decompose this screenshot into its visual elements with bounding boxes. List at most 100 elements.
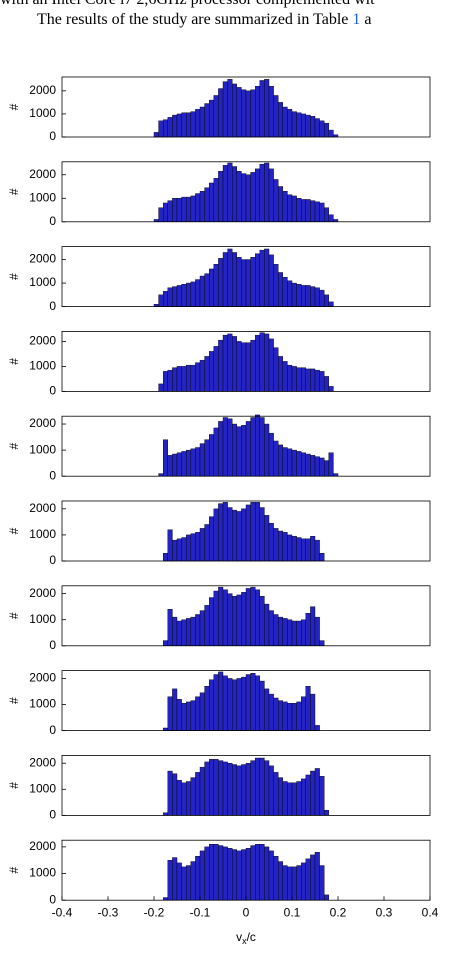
bar: [181, 284, 187, 307]
bar: [185, 364, 191, 392]
bar: [282, 701, 288, 731]
bar: [231, 509, 237, 562]
bar: [199, 359, 205, 392]
bar: [301, 696, 307, 731]
bar: [195, 279, 201, 307]
bar: [222, 252, 228, 307]
bar: [241, 676, 247, 731]
table-link[interactable]: 1: [352, 11, 361, 28]
bar: [273, 264, 279, 307]
bar: [208, 182, 214, 222]
x-tick-label: 0.1: [284, 905, 301, 919]
bar: [199, 443, 205, 477]
bar: [218, 88, 224, 138]
bar: [236, 87, 242, 138]
bar: [241, 89, 247, 138]
bar: [236, 678, 242, 731]
bar: [245, 504, 251, 562]
bar: [181, 537, 187, 562]
y-tick-label: 2000: [29, 252, 56, 266]
bar: [204, 187, 210, 223]
bar: [259, 332, 265, 392]
bar: [273, 179, 279, 222]
bar: [204, 356, 210, 392]
bar: [264, 515, 270, 562]
y-tick-label: 1000: [29, 612, 56, 626]
bar: [153, 132, 159, 138]
bar: [204, 439, 210, 477]
bar: [241, 173, 247, 223]
bar: [236, 765, 242, 816]
bar: [264, 248, 270, 307]
y-tick-label: 2000: [29, 755, 56, 769]
bar: [278, 530, 284, 562]
bar: [241, 592, 247, 646]
bar: [190, 700, 196, 731]
bar: [167, 200, 173, 223]
bar: [250, 417, 256, 477]
bar: [227, 418, 233, 477]
bar: [264, 79, 270, 138]
bar: [236, 511, 242, 562]
bar: [172, 114, 178, 138]
bar: [181, 619, 187, 647]
bar: [310, 286, 316, 307]
bar: [218, 339, 224, 392]
bar: [218, 171, 224, 222]
bar: [314, 852, 320, 901]
bar: [167, 696, 173, 731]
bar: [218, 421, 224, 477]
y-tick-label: 2000: [29, 416, 56, 430]
y-axis-label: #: [7, 782, 21, 789]
bar: [319, 289, 325, 307]
bar: [245, 674, 251, 731]
bar: [195, 856, 201, 901]
text: The results of the study are summarized …: [37, 11, 349, 28]
bar: [231, 252, 237, 307]
plot-frame: [61, 670, 431, 731]
y-tick-label: 0: [49, 808, 56, 822]
bar: [190, 195, 196, 223]
x-tick-label: -0.2: [144, 905, 165, 919]
bar: [241, 342, 247, 392]
x-tick-label: 0.4: [422, 905, 439, 919]
bar: [319, 640, 325, 646]
bar: [268, 610, 274, 646]
bar: [328, 129, 334, 138]
bar: [254, 334, 260, 392]
y-axis-label: #: [7, 612, 21, 619]
bar: [296, 865, 302, 901]
bar: [185, 282, 191, 307]
bar: [185, 112, 191, 138]
bar: [172, 616, 178, 647]
bar: [245, 342, 251, 392]
bar: [204, 605, 210, 647]
bar: [172, 539, 178, 562]
bar: [199, 106, 205, 138]
plot-frame: [61, 755, 431, 816]
bar: [245, 259, 251, 307]
bar: [158, 207, 164, 223]
bar: [254, 757, 260, 816]
bar: [231, 166, 237, 223]
bar: [172, 857, 178, 901]
bar: [328, 214, 334, 223]
bar: [162, 371, 168, 392]
bar: [241, 508, 247, 562]
y-tick-label: 1000: [29, 442, 56, 456]
bar: [181, 366, 187, 392]
bar: [259, 507, 265, 562]
bar: [172, 773, 178, 816]
y-tick-label: 2000: [29, 501, 56, 515]
bar: [245, 763, 251, 816]
bar: [190, 777, 196, 816]
bar: [254, 675, 260, 731]
bar: [204, 103, 210, 138]
bar: [305, 538, 311, 562]
bar: [190, 616, 196, 647]
x-tick-label: 0.2: [330, 905, 347, 919]
bar: [287, 619, 293, 647]
bar: [259, 680, 265, 731]
bar: [213, 674, 219, 731]
bar: [199, 692, 205, 731]
